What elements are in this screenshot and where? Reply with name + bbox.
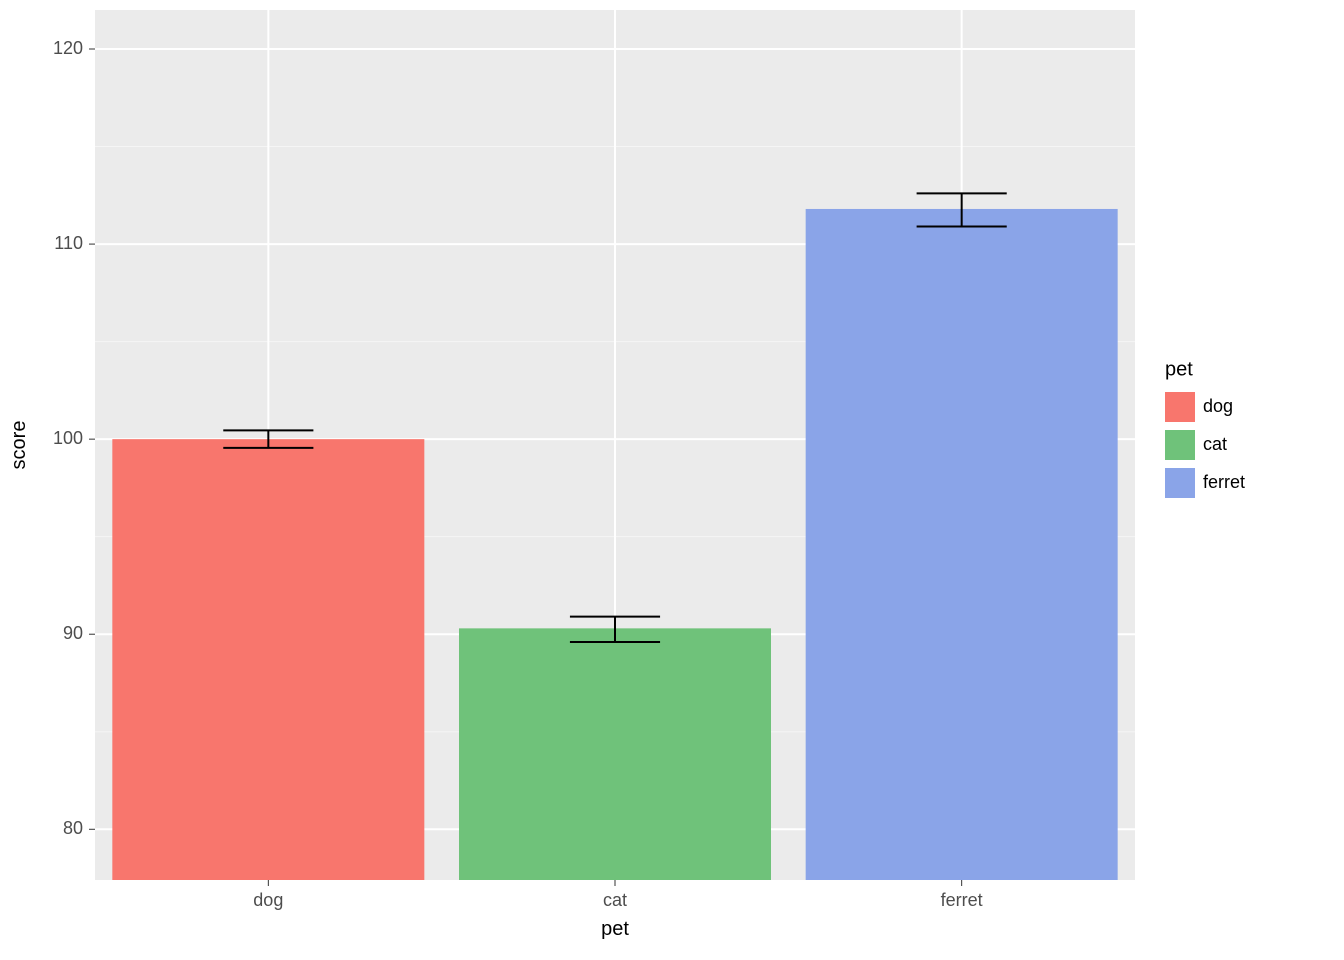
bar-chart: 8090100110120dogcatferretpetscorepetdogc… (0, 0, 1344, 960)
y-axis-title: score (8, 421, 30, 470)
x-tick-label: ferret (941, 890, 983, 910)
y-tick-label: 90 (63, 623, 83, 643)
legend-label: dog (1203, 396, 1233, 416)
y-tick-label: 110 (54, 233, 83, 253)
legend-label: cat (1203, 434, 1227, 454)
legend-title: pet (1165, 359, 1193, 381)
x-axis-title: pet (601, 918, 629, 940)
y-tick-label: 80 (63, 818, 83, 838)
bar-cat (459, 628, 771, 880)
x-tick-label: cat (603, 890, 627, 910)
y-tick-label: 100 (53, 428, 83, 448)
legend-key-dog (1165, 392, 1195, 422)
legend-key-ferret (1165, 468, 1195, 498)
bar-ferret (806, 209, 1118, 880)
y-tick-label: 120 (53, 38, 83, 58)
bar-dog (112, 439, 424, 880)
x-tick-label: dog (253, 890, 283, 910)
legend-key-cat (1165, 430, 1195, 460)
legend-label: ferret (1203, 472, 1245, 492)
